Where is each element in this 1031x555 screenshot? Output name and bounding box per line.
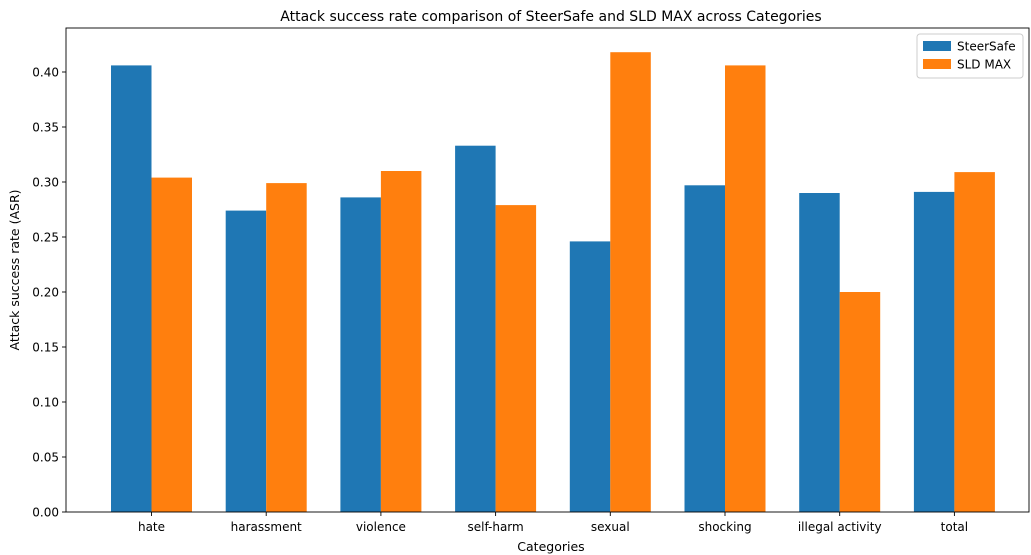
y-tick-label: 0.35 (32, 120, 59, 134)
legend-swatch (923, 41, 951, 51)
bars-group (111, 52, 995, 513)
bar-steersafe-hate (111, 65, 152, 513)
bar-sld-max-violence (380, 171, 422, 512)
bar-sld-max-illegal-activity (839, 292, 881, 512)
y-tick-label: 0.25 (32, 230, 59, 244)
x-tick-label: self-harm (467, 520, 523, 534)
bar-sld-max-harassment (266, 183, 307, 512)
y-tick-label: 0.10 (32, 395, 59, 409)
bar-steersafe-sexual (569, 241, 611, 512)
bar-sld-max-total (954, 172, 995, 512)
x-tick-label: illegal activity (798, 520, 882, 534)
chart-title: Attack success rate comparison of SteerS… (280, 9, 821, 25)
bar-sld-max-hate (151, 177, 192, 512)
y-tick-label: 0.15 (32, 340, 59, 354)
x-axis: hate harassment violence self-harm sexual sho… (138, 512, 968, 534)
y-axis: 0.00 0.05 0.10 0.15 0.20 0.25 0.30 0.35 0.40 (32, 65, 66, 519)
x-axis-label: Categories (517, 539, 584, 554)
x-tick-label: harassment (231, 520, 302, 534)
bar-steersafe-total (913, 191, 955, 512)
bar-steersafe-self-harm (455, 145, 496, 512)
x-tick-label: violence (356, 520, 406, 534)
legend: SteerSafe SLD MAX (916, 33, 1024, 79)
bar-sld-max-sexual (610, 52, 651, 512)
x-tick-label: total (941, 520, 968, 534)
bar-sld-max-shocking (725, 65, 766, 513)
plot-frame (65, 27, 1030, 513)
y-axis-label: Attack success rate (ASR) (7, 189, 22, 350)
y-tick-label: 0.40 (32, 65, 59, 79)
y-tick-label: 0.05 (32, 450, 59, 464)
y-tick-label: 0.30 (32, 175, 59, 189)
x-tick-label: sexual (591, 520, 630, 534)
legend-swatch (923, 59, 951, 69)
bar-steersafe-harassment (225, 210, 267, 512)
legend-label: SteerSafe (957, 40, 1016, 54)
legend-label: SLD MAX (957, 58, 1011, 72)
bar-steersafe-illegal-activity (799, 193, 840, 512)
x-tick-label: shocking (698, 520, 751, 534)
bar-steersafe-shocking (684, 185, 725, 513)
x-tick-label: hate (138, 520, 165, 534)
bar-steersafe-violence (340, 197, 381, 512)
bar-sld-max-self-harm (495, 205, 537, 512)
y-tick-label: 0.00 (32, 505, 59, 519)
y-tick-label: 0.20 (32, 285, 59, 299)
